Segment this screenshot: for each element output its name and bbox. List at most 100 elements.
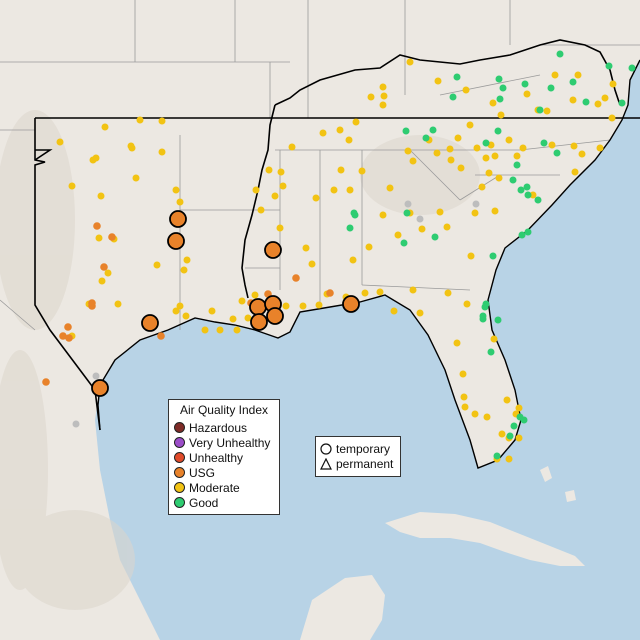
monitor-unavailable[interactable] <box>416 215 424 223</box>
monitor-good[interactable] <box>547 84 555 92</box>
monitor-good[interactable] <box>429 126 437 134</box>
monitor-good[interactable] <box>534 196 542 204</box>
monitor-good[interactable] <box>350 209 358 217</box>
monitor-moderate[interactable] <box>473 144 481 152</box>
monitor-moderate[interactable] <box>127 142 135 150</box>
monitor-moderate[interactable] <box>238 297 246 305</box>
monitor-good[interactable] <box>487 348 495 356</box>
monitor-moderate[interactable] <box>288 143 296 151</box>
monitor-good[interactable] <box>499 84 507 92</box>
monitor-moderate[interactable] <box>104 269 112 277</box>
monitor-moderate[interactable] <box>361 289 369 297</box>
monitor-moderate[interactable] <box>443 223 451 231</box>
monitor-moderate[interactable] <box>548 141 556 149</box>
monitor-moderate[interactable] <box>376 288 384 296</box>
monitor-usg[interactable] <box>59 332 67 340</box>
monitor-moderate[interactable] <box>462 86 470 94</box>
monitor-good[interactable] <box>520 416 528 424</box>
monitor-good[interactable] <box>403 209 411 217</box>
monitor-usg[interactable] <box>157 332 165 340</box>
monitor-moderate[interactable] <box>346 186 354 194</box>
monitor-moderate[interactable] <box>244 314 252 322</box>
monitor-usg[interactable] <box>42 378 50 386</box>
monitor-moderate[interactable] <box>434 77 442 85</box>
monitor-moderate[interactable] <box>308 260 316 268</box>
monitor-moderate[interactable] <box>56 138 64 146</box>
monitor-moderate[interactable] <box>95 234 103 242</box>
monitor-good[interactable] <box>523 183 531 191</box>
monitor-moderate[interactable] <box>461 403 469 411</box>
monitor-usg-featured[interactable] <box>249 298 267 316</box>
monitor-unavailable[interactable] <box>92 372 100 380</box>
monitor-usg-featured[interactable] <box>342 295 360 313</box>
monitor-usg[interactable] <box>64 323 72 331</box>
monitor-moderate[interactable] <box>601 94 609 102</box>
monitor-moderate[interactable] <box>594 100 602 108</box>
monitor-moderate[interactable] <box>251 291 259 299</box>
monitor-moderate[interactable] <box>182 312 190 320</box>
monitor-usg[interactable] <box>326 289 334 297</box>
monitor-usg-featured[interactable] <box>266 307 284 325</box>
monitor-moderate[interactable] <box>158 148 166 156</box>
monitor-moderate[interactable] <box>365 243 373 251</box>
monitor-good[interactable] <box>605 62 613 70</box>
monitor-good[interactable] <box>524 228 532 236</box>
monitor-moderate[interactable] <box>97 192 105 200</box>
monitor-moderate[interactable] <box>312 194 320 202</box>
monitor-good[interactable] <box>513 161 521 169</box>
monitor-usg[interactable] <box>93 222 101 230</box>
monitor-moderate[interactable] <box>176 302 184 310</box>
monitor-moderate[interactable] <box>252 186 260 194</box>
monitor-moderate[interactable] <box>330 186 338 194</box>
monitor-moderate[interactable] <box>478 183 486 191</box>
monitor-moderate[interactable] <box>490 335 498 343</box>
monitor-moderate[interactable] <box>471 209 479 217</box>
monitor-moderate[interactable] <box>265 166 273 174</box>
monitor-moderate[interactable] <box>315 301 323 309</box>
monitor-good[interactable] <box>536 106 544 114</box>
monitor-moderate[interactable] <box>505 455 513 463</box>
monitor-unavailable[interactable] <box>404 200 412 208</box>
monitor-usg-featured[interactable] <box>91 379 109 397</box>
monitor-moderate[interactable] <box>529 191 537 199</box>
monitor-moderate[interactable] <box>158 117 166 125</box>
monitor-moderate[interactable] <box>114 300 122 308</box>
monitor-good[interactable] <box>618 99 626 107</box>
monitor-moderate[interactable] <box>543 107 551 115</box>
monitor-moderate[interactable] <box>337 166 345 174</box>
monitor-moderate[interactable] <box>491 152 499 160</box>
monitor-moderate[interactable] <box>229 315 237 323</box>
monitor-moderate[interactable] <box>136 116 144 124</box>
monitor-moderate[interactable] <box>349 256 357 264</box>
monitor-good[interactable] <box>496 95 504 103</box>
monitor-moderate[interactable] <box>519 144 527 152</box>
monitor-good[interactable] <box>449 93 457 101</box>
monitor-moderate[interactable] <box>578 150 586 158</box>
monitor-unavailable[interactable] <box>72 420 80 428</box>
monitor-moderate[interactable] <box>454 134 462 142</box>
monitor-moderate[interactable] <box>596 144 604 152</box>
monitor-good[interactable] <box>489 252 497 260</box>
monitor-usg-featured[interactable] <box>141 314 159 332</box>
monitor-moderate[interactable] <box>336 126 344 134</box>
monitor-moderate[interactable] <box>277 168 285 176</box>
monitor-usg[interactable] <box>88 299 96 307</box>
monitor-moderate[interactable] <box>386 184 394 192</box>
monitor-good[interactable] <box>540 139 548 147</box>
monitor-good[interactable] <box>509 176 517 184</box>
monitor-moderate[interactable] <box>404 147 412 155</box>
monitor-moderate[interactable] <box>436 208 444 216</box>
monitor-moderate[interactable] <box>176 198 184 206</box>
monitor-moderate[interactable] <box>379 101 387 109</box>
monitor-moderate[interactable] <box>98 277 106 285</box>
monitor-good[interactable] <box>431 233 439 241</box>
monitor-good[interactable] <box>628 64 636 72</box>
monitor-good[interactable] <box>569 78 577 86</box>
monitor-usg[interactable] <box>292 274 300 282</box>
monitor-good[interactable] <box>494 127 502 135</box>
monitor-usg-featured[interactable] <box>250 313 268 331</box>
monitor-good[interactable] <box>510 422 518 430</box>
monitor-good[interactable] <box>521 80 529 88</box>
monitor-good[interactable] <box>402 127 410 135</box>
